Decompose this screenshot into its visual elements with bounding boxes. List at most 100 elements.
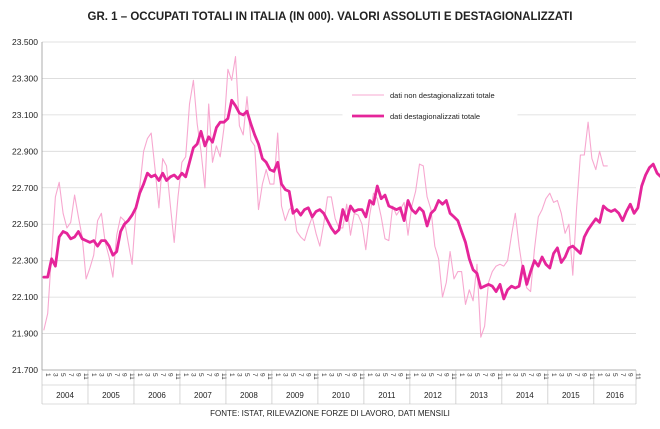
month-tick-label: 9 [442,373,449,377]
month-tick-label: 5 [565,373,572,377]
legend-label-raw: dati non destagionalizzati totale [390,91,495,100]
series-layer [42,56,660,338]
month-tick-label: 9 [121,373,128,377]
month-tick-label: 9 [626,373,633,377]
month-tick-label: 1 [90,373,97,377]
month-tick-label: 3 [603,373,610,377]
month-tick-label: 3 [98,373,105,377]
month-tick-label: 5 [59,373,66,377]
series-line-raw [43,56,608,338]
month-tick-label: 3 [419,373,426,377]
month-tick-label: 11 [174,373,181,380]
month-tick-label: 1 [182,373,189,377]
month-tick-label: 5 [427,373,434,377]
month-tick-label: 11 [404,373,411,380]
y-tick-label: 21.900 [12,329,38,339]
month-tick-label: 7 [481,373,488,377]
month-tick-label: 11 [542,373,549,380]
month-tick-label: 9 [488,373,495,377]
month-tick-label: 3 [465,373,472,377]
y-tick-label: 23.300 [12,73,38,83]
month-tick-label: 5 [105,373,112,377]
month-tick-label: 1 [228,373,235,377]
month-tick-label: 11 [358,373,365,380]
month-tick-label: 9 [580,373,587,377]
year-label: 2012 [424,391,442,400]
month-tick-label: 5 [243,373,250,377]
month-tick-label: 7 [619,373,626,377]
year-label: 2006 [148,391,166,400]
year-label: 2004 [56,391,74,400]
month-tick-label: 1 [136,373,143,377]
year-label: 2008 [240,391,258,400]
month-tick-label: 1 [44,373,51,377]
series-line-seasonally-adjusted [42,98,660,301]
y-tick-label: 22.300 [12,256,38,266]
month-tick-label: 1 [550,373,557,377]
month-tick-label: 3 [52,373,59,377]
month-tick-label: 11 [496,373,503,380]
chart-source: FONTE: ISTAT, RILEVAZIONE FORZE DI LAVOR… [210,409,450,418]
month-tick-label: 11 [312,373,319,380]
month-tick-label: 11 [266,373,273,380]
month-tick-label: 7 [435,373,442,377]
month-tick-label: 9 [534,373,541,377]
year-label: 2007 [194,391,212,400]
month-tick-label: 5 [335,373,342,377]
month-tick-label: 7 [205,373,212,377]
month-tick-label: 1 [274,373,281,377]
year-label: 2005 [102,391,120,400]
month-tick-label: 5 [151,373,158,377]
month-tick-label: 7 [389,373,396,377]
month-tick-label: 1 [366,373,373,377]
y-tick-label: 22.700 [12,183,38,193]
legend-label-sa: dati destagionalizzati totale [390,112,480,121]
month-tick-label: 7 [343,373,350,377]
month-tick-label: 11 [634,373,641,380]
month-tick-label: 1 [504,373,511,377]
month-tick-label: 11 [588,373,595,380]
y-axis: 21.700 21.900 22.100 22.300 22.500 22.700 22.9… [12,37,43,375]
year-label: 2015 [562,391,580,400]
month-tick-label: 9 [259,373,266,377]
month-tick-label: 11 [82,373,89,380]
month-tick-label: 9 [350,373,357,377]
grid-layer [42,41,636,371]
month-tick-label: 7 [297,373,304,377]
month-tick-label: 7 [159,373,166,377]
month-tick-label: 3 [236,373,243,377]
month-tick-label: 5 [611,373,618,377]
month-tick-label: 3 [557,373,564,377]
month-tick-label: 3 [511,373,518,377]
y-tick-label: 23.100 [12,110,38,120]
year-label: 2014 [516,391,534,400]
month-tick-label: 9 [396,373,403,377]
month-tick-label: 7 [67,373,74,377]
month-tick-label: 7 [527,373,534,377]
y-tick-label: 21.700 [12,365,38,375]
y-tick-label: 22.100 [12,292,38,302]
month-tick-label: 3 [282,373,289,377]
legend: dati non destagionalizzati totale dati d… [342,83,518,129]
y-tick-label: 23.500 [12,37,38,47]
month-tick-label: 9 [305,373,312,377]
month-tick-label: 11 [450,373,457,380]
year-label: 2011 [378,391,396,400]
month-tick-label: 7 [573,373,580,377]
year-label: 2016 [606,391,624,400]
month-tick-label: 9 [167,373,174,377]
y-tick-label: 22.900 [12,146,38,156]
month-tick-label: 5 [197,373,204,377]
month-tick-label: 5 [381,373,388,377]
month-tick-label: 1 [596,373,603,377]
month-tick-label: 11 [128,373,135,380]
y-tick-label: 22.500 [12,219,38,229]
year-label: 2010 [332,391,350,400]
month-tick-label: 1 [412,373,419,377]
month-tick-label: 3 [373,373,380,377]
legend-box [342,83,518,129]
month-tick-label: 3 [144,373,151,377]
